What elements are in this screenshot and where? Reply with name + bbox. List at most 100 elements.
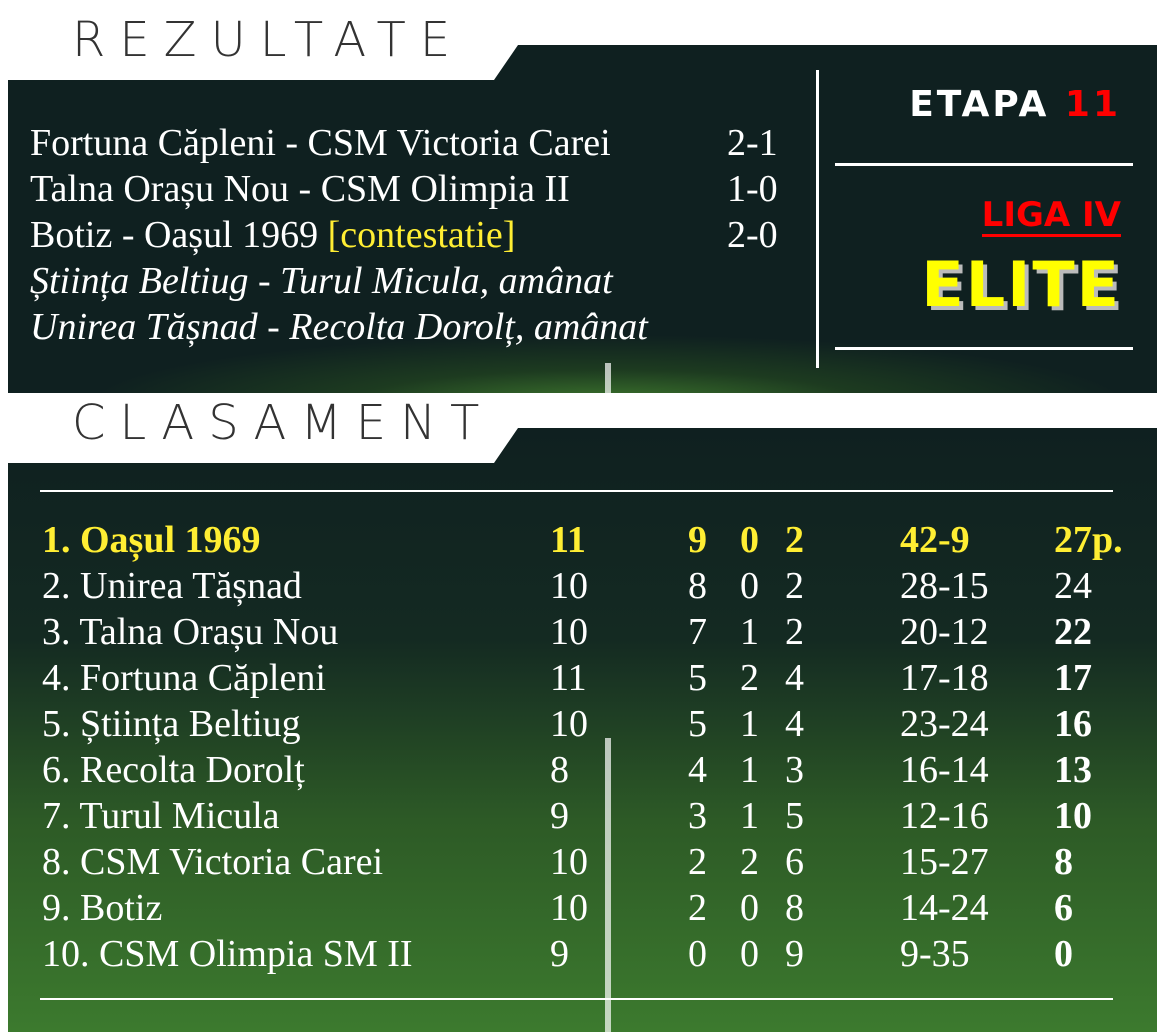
cell-played: 11: [550, 657, 587, 699]
cell-team: 6. Recolta Dorolț: [42, 749, 305, 791]
cell-d: 0: [740, 565, 759, 607]
cell-goals: 42-9: [900, 519, 970, 561]
match-note: [contestatie]: [327, 214, 516, 256]
match-score: 2-0: [727, 214, 778, 256]
match-name: Unirea Tășnad - Recolta Dorolț, amânat: [30, 306, 648, 348]
cell-w: 5: [688, 703, 707, 745]
standings-section-title: CLASAMENT: [72, 395, 494, 451]
cell-team: 1. Oașul 1969: [42, 519, 261, 561]
cell-l: 4: [785, 703, 804, 745]
result-row: Fortuna Căpleni - CSM Victoria Carei 2-1: [30, 120, 790, 166]
cell-goals: 28-15: [900, 565, 989, 607]
match-score: 1-0: [727, 168, 778, 210]
cell-team: 7. Turul Micula: [42, 795, 280, 837]
cell-points: 24: [1054, 565, 1092, 607]
cell-played: 9: [550, 795, 569, 837]
divider: [835, 163, 1133, 166]
standings-panel: [8, 428, 1157, 1032]
result-row: Unirea Tășnad - Recolta Dorolț, amânat: [30, 304, 790, 350]
cell-w: 5: [688, 657, 707, 699]
cell-played: 8: [550, 749, 569, 791]
cell-l: 9: [785, 933, 804, 975]
table-row: 7. Turul Micula 9 3 1 5 12-16 10: [42, 794, 1142, 840]
cell-goals: 17-18: [900, 657, 989, 699]
result-row: Talna Orașu Nou - CSM Olimpia II 1-0: [30, 166, 790, 212]
cell-goals: 23-24: [900, 703, 989, 745]
table-row: 10. CSM Olimpia SM II 9 0 0 9 9-35 0: [42, 932, 1142, 978]
cell-team: 9. Botiz: [42, 887, 163, 929]
result-row: Botiz - Oașul 1969 [contestatie] 2-0: [30, 212, 790, 258]
cell-played: 9: [550, 933, 569, 975]
cell-d: 1: [740, 703, 759, 745]
cell-played: 10: [550, 887, 588, 929]
table-row: 9. Botiz 10 2 0 8 14-24 6: [42, 886, 1142, 932]
etapa-label: ETAPA 11: [909, 84, 1121, 125]
cell-l: 6: [785, 841, 804, 883]
pitch-line: [605, 738, 611, 1032]
cell-l: 2: [785, 519, 804, 561]
cell-points: 13: [1054, 749, 1092, 791]
cell-d: 1: [740, 749, 759, 791]
table-row: 8. CSM Victoria Carei 10 2 2 6 15-27 8: [42, 840, 1142, 886]
table-row: 5. Știința Beltiug 10 5 1 4 23-24 16: [42, 702, 1142, 748]
cell-w: 3: [688, 795, 707, 837]
divider: [835, 347, 1133, 350]
cell-points: 17: [1054, 657, 1092, 699]
cell-w: 9: [688, 519, 707, 561]
cell-played: 10: [550, 611, 588, 653]
cell-team: 3. Talna Orașu Nou: [42, 611, 339, 653]
cell-d: 1: [740, 795, 759, 837]
cell-team: 4. Fortuna Căpleni: [42, 657, 326, 699]
cell-goals: 12-16: [900, 795, 989, 837]
pitch-line: [605, 363, 611, 393]
division-logo: ELITE: [921, 248, 1121, 321]
cell-d: 0: [740, 887, 759, 929]
cell-played: 10: [550, 703, 588, 745]
standings-table: 1. Oașul 1969 11 9 0 2 42-9 27p. 2. Unirea Tășn…: [42, 518, 1142, 978]
cell-w: 8: [688, 565, 707, 607]
cell-points: 22: [1054, 611, 1092, 653]
cell-played: 10: [550, 841, 588, 883]
table-rule-bottom: [40, 998, 1113, 1000]
table-row: 2. Unirea Tășnad 10 8 0 2 28-15 24: [42, 564, 1142, 610]
cell-d: 1: [740, 611, 759, 653]
table-row: 1. Oașul 1969 11 9 0 2 42-9 27p.: [42, 518, 1142, 564]
match-name: Știința Beltiug - Turul Micula, amânat: [30, 260, 613, 302]
divider: [816, 70, 819, 368]
cell-w: 0: [688, 933, 707, 975]
cell-w: 7: [688, 611, 707, 653]
result-row: Știința Beltiug - Turul Micula, amânat: [30, 258, 790, 304]
cell-played: 11: [550, 519, 586, 561]
cell-l: 5: [785, 795, 804, 837]
cell-goals: 15-27: [900, 841, 989, 883]
cell-team: 5. Știința Beltiug: [42, 703, 301, 745]
match-name: Fortuna Căpleni - CSM Victoria Carei: [30, 122, 611, 164]
cell-goals: 14-24: [900, 887, 989, 929]
cell-points: 6: [1054, 887, 1073, 929]
league-label: LIGA IV: [981, 195, 1121, 237]
match-name: Botiz - Oașul 1969: [30, 214, 319, 256]
table-row: 6. Recolta Dorolț 8 4 1 3 16-14 13: [42, 748, 1142, 794]
cell-team: 10. CSM Olimpia SM II: [42, 933, 413, 975]
cell-points: 16: [1054, 703, 1092, 745]
cell-points: 0: [1054, 933, 1073, 975]
cell-points: 8: [1054, 841, 1073, 883]
cell-w: 2: [688, 887, 707, 929]
cell-goals: 16-14: [900, 749, 989, 791]
table-row: 3. Talna Orașu Nou 10 7 1 2 20-12 22: [42, 610, 1142, 656]
cell-goals: 9-35: [900, 933, 970, 975]
results-list: Fortuna Căpleni - CSM Victoria Carei 2-1 …: [30, 120, 790, 350]
results-section-title: REZULTATE: [72, 12, 465, 68]
cell-d: 2: [740, 841, 759, 883]
cell-points: 10: [1054, 795, 1092, 837]
cell-l: 3: [785, 749, 804, 791]
table-rule-top: [40, 490, 1113, 492]
match-name: Talna Orașu Nou - CSM Olimpia II: [30, 168, 570, 210]
cell-l: 4: [785, 657, 804, 699]
results-panel: [8, 45, 1157, 393]
match-score: 2-1: [727, 122, 778, 164]
cell-l: 8: [785, 887, 804, 929]
cell-points: 27p.: [1054, 519, 1123, 561]
cell-d: 0: [740, 933, 759, 975]
cell-d: 0: [740, 519, 759, 561]
